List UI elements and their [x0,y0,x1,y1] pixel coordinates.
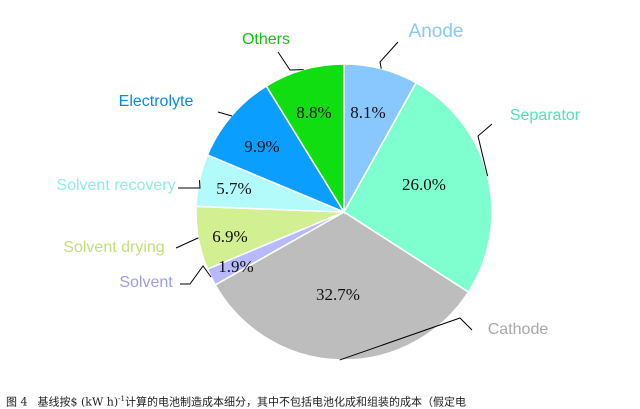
category-label-cathode: Cathode [488,321,549,338]
category-label-electrolyte: Electrolyte [119,93,194,110]
percent-label-electrolyte: 9.9% [244,137,279,156]
percent-label-cathode: 32.7% [316,285,360,304]
category-labels: Anode Separator Cathode Solvent Solvent dryi… [56,21,580,338]
percent-label-separator: 26.0% [402,175,446,194]
leader-line-others [277,51,304,71]
pie-slices [195,63,493,361]
leader-line-solvent-drying [175,237,199,249]
category-label-separator: Separator [510,107,581,124]
caption-superscript: -1 [118,395,125,403]
leader-line-electrolyte [217,111,233,117]
percent-label-solvent: 1.9% [218,257,253,276]
leader-lines [175,41,493,361]
category-label-solvent-recovery: Solvent recovery [56,177,175,194]
category-label-solvent-drying: Solvent drying [63,239,164,256]
percent-labels: 8.1% 26.0% 32.7% 1.9% 6.9% 5.7% 9.9% 8.8% [212,103,446,304]
caption-text-before: 基线按$ (kW h) [37,395,119,408]
percent-label-solvent-recovery: 5.7% [216,179,251,198]
leader-line-anode [379,41,399,69]
pie-slice-separator [343,81,493,294]
caption-figure-number: 图 4 [6,395,28,408]
leader-line-separator [477,123,493,177]
figure-caption: 图 4 基线按$ (kW h)-1计算的电池制造成本细分，其中不包括电池化成和组装… [6,390,636,408]
category-label-anode: Anode [409,21,464,42]
leader-line-solvent-recovery [178,180,201,189]
leader-line-cathode [339,317,473,361]
percent-label-anode: 8.1% [350,103,385,122]
category-label-others: Others [242,31,290,48]
percent-label-others: 8.8% [296,103,331,122]
pie-slice-others [265,63,345,215]
caption-text-after: 计算的电池制造成本细分，其中不包括电池化成和组装的成本（假定电 [124,395,466,408]
percent-label-solvent-drying: 6.9% [212,227,247,246]
category-label-solvent: Solvent [119,274,173,291]
leader-line-solvent [180,265,212,285]
